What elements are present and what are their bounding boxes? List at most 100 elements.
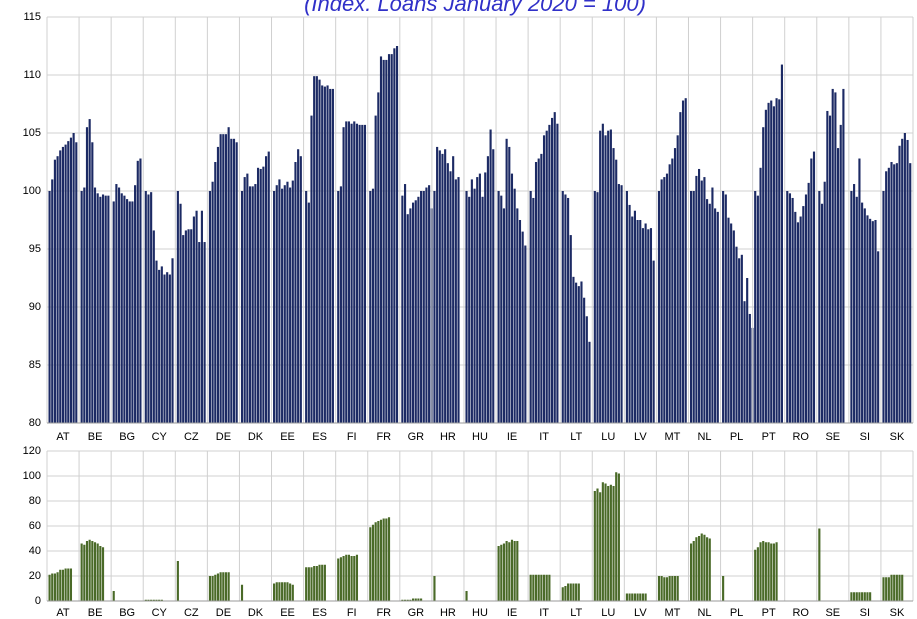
bar [326, 85, 329, 423]
x-tick-label: DK [248, 607, 264, 619]
bar [273, 583, 276, 601]
bar [681, 100, 685, 424]
bar [262, 166, 265, 423]
bar [305, 567, 308, 601]
bar [786, 191, 789, 423]
bar [799, 216, 802, 423]
bar [377, 92, 380, 424]
bar [534, 574, 538, 601]
bar [679, 112, 682, 424]
bar [166, 272, 169, 423]
bar [69, 137, 73, 423]
bar [764, 109, 767, 424]
bar [465, 191, 468, 423]
bar [417, 196, 420, 423]
x-tick-label: LV [634, 431, 647, 443]
bar [436, 146, 439, 424]
bar [649, 228, 653, 423]
bar [692, 541, 695, 601]
y-tick-label: 120 [23, 445, 41, 457]
bar [869, 218, 872, 423]
x-tick-label: LT [570, 607, 582, 619]
bar [85, 127, 89, 423]
bar [139, 158, 142, 423]
bar [510, 539, 514, 601]
y-tick-label: 85 [29, 359, 41, 371]
bar [414, 598, 417, 601]
bar [147, 194, 150, 423]
bar [56, 572, 59, 601]
bar [599, 492, 602, 601]
bar [350, 556, 353, 601]
bar [756, 547, 759, 601]
bar [147, 599, 150, 601]
x-tick-label: FI [347, 431, 357, 443]
bar [673, 148, 677, 423]
bar [706, 199, 709, 423]
bar [291, 180, 294, 423]
bar [505, 541, 508, 601]
bar [703, 534, 706, 601]
bar [858, 592, 861, 601]
bar [564, 194, 567, 423]
bar [604, 135, 607, 423]
bar [882, 577, 885, 601]
bar [548, 124, 551, 423]
bar [449, 171, 452, 423]
x-tick-label: CZ [184, 431, 199, 443]
bar [831, 88, 834, 424]
bar [433, 191, 436, 423]
x-tick-label: MT [664, 431, 680, 443]
bar [871, 221, 874, 423]
bar [299, 156, 302, 423]
bar [903, 133, 906, 423]
bar [358, 124, 361, 423]
bar [502, 543, 506, 601]
bar [599, 130, 602, 423]
x-tick-label: SK [890, 431, 905, 443]
bar [441, 153, 444, 423]
x-tick-label: SI [860, 431, 870, 443]
x-tick-label: PT [762, 607, 776, 619]
bar [315, 76, 318, 423]
bar [609, 129, 612, 423]
bar [866, 592, 869, 601]
bar [313, 566, 316, 601]
bar [267, 151, 270, 423]
x-tick-label: PT [762, 431, 776, 443]
bar [379, 519, 383, 601]
bar [422, 191, 425, 423]
bar [524, 245, 527, 423]
bar [812, 151, 816, 423]
bar [820, 203, 824, 423]
bar [91, 541, 94, 601]
bar [158, 269, 161, 423]
bar [420, 598, 423, 601]
bar [671, 158, 674, 423]
bar [227, 127, 230, 423]
bar [722, 576, 725, 601]
bar [698, 168, 701, 423]
bar [901, 574, 904, 601]
bar [160, 266, 163, 423]
bar [176, 561, 179, 601]
bar [510, 173, 514, 423]
bar [465, 591, 468, 601]
bar [211, 181, 214, 423]
bar [310, 115, 313, 423]
bar [607, 130, 610, 423]
x-tick-label: HR [440, 607, 456, 619]
bar [665, 173, 669, 423]
bar [53, 159, 56, 423]
bar [561, 191, 564, 423]
bar [339, 557, 342, 601]
bar [155, 260, 158, 423]
bar [67, 141, 70, 423]
bar [716, 211, 719, 423]
bar [743, 301, 746, 423]
bar [508, 146, 511, 424]
bar [350, 123, 353, 423]
bar [540, 574, 543, 601]
bar [294, 162, 297, 423]
x-tick-label: SE [825, 431, 840, 443]
